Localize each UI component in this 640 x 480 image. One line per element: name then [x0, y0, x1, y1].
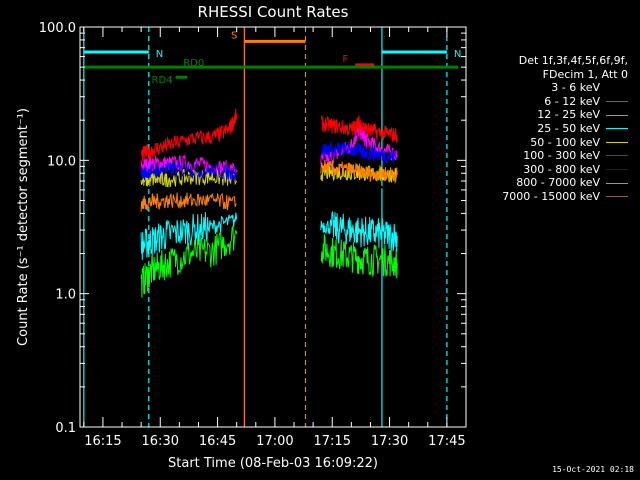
legend-swatch — [606, 155, 628, 157]
legend-entry-label: 25 - 50 keV — [537, 121, 600, 135]
y-axis-label: Count Rate (s⁻¹ detector segment⁻¹) — [16, 108, 31, 346]
legend-entry: 50 - 100 keV — [472, 136, 632, 150]
legend-entry: 25 - 50 keV — [472, 122, 632, 136]
series-line — [140, 108, 237, 162]
legend-entry: 3 - 6 keV — [472, 81, 632, 95]
series-line — [140, 212, 238, 260]
marker-label: S — [231, 30, 237, 41]
legend-entry-label: 7000 - 15000 keV — [502, 189, 600, 203]
marker-label: N — [156, 49, 163, 60]
y-tick-label: 1.0 — [55, 288, 76, 303]
legend-entry-label: 800 - 7000 keV — [516, 176, 600, 190]
marker-label: RD0 — [183, 58, 204, 69]
legend-entry-label: 100 - 300 keV — [523, 149, 600, 163]
legend-entries: 3 - 6 keV 6 - 12 keV 12 - 25 keV 25 - 50 ke… — [472, 81, 632, 203]
series-line — [320, 178, 398, 199]
marker-label: N — [454, 49, 461, 60]
x-tick-label: 17:30 — [371, 434, 408, 449]
legend-swatch — [606, 101, 628, 103]
x-axis-label: Start Time (08-Feb-03 16:09:22) — [168, 456, 378, 471]
x-tick-label: 17:00 — [256, 434, 293, 449]
series-line — [140, 192, 237, 212]
legend-entry: 6 - 12 keV — [472, 95, 632, 109]
legend-swatch — [606, 169, 628, 171]
series-line — [140, 169, 238, 188]
y-tick-label: 10.0 — [47, 154, 76, 169]
y-tick-label: 100.0 — [39, 21, 76, 36]
series-line — [320, 141, 398, 165]
legend-entry: 7000 - 15000 keV — [472, 190, 632, 204]
marker-label: F — [342, 54, 348, 65]
x-tick-label: 16:30 — [142, 434, 179, 449]
x-tick-label: 16:45 — [199, 434, 236, 449]
x-tick-label: 17:15 — [314, 434, 351, 449]
series-line — [140, 161, 238, 181]
series-line — [140, 225, 238, 298]
legend-swatch — [606, 141, 628, 143]
series-line — [320, 234, 398, 279]
x-tick-label: 17:45 — [428, 434, 465, 449]
legend-header-line-1: Det 1f,3f,4f,5f,6f,9f, — [518, 54, 628, 67]
x-tick-label: 16:15 — [84, 434, 121, 449]
y-tick-label: 0.1 — [55, 421, 76, 436]
series-line — [320, 210, 398, 252]
chart-title: RHESSI Count Rates — [198, 3, 349, 21]
plot-frame — [79, 26, 467, 428]
footer-timestamp: 15-Oct-2021 02:18 — [552, 465, 634, 474]
marker-label: RD4 — [152, 75, 173, 86]
legend-swatch — [606, 114, 628, 116]
legend-entry-label: 50 - 100 keV — [530, 135, 600, 149]
series-line — [320, 115, 398, 143]
axes-layer: 16:15 16:30 16:45 17:00 17:15 17:30 17:45 0.1 1.… — [39, 21, 467, 449]
legend-swatch — [606, 87, 628, 89]
legend-entry: 100 - 300 keV — [472, 149, 632, 163]
legend-swatch — [606, 182, 628, 184]
legend-entry-label: 6 - 12 keV — [544, 94, 600, 108]
legend-entry: 12 - 25 keV — [472, 108, 632, 122]
legend-entry-label: 12 - 25 keV — [537, 108, 600, 122]
legend-entry-label: 300 - 800 keV — [523, 162, 600, 176]
legend-entry: 300 - 800 keV — [472, 163, 632, 177]
series-line — [320, 159, 398, 184]
legend-swatch — [606, 128, 628, 130]
marker-layer: N N S F RD4 RD0 — [83, 27, 461, 427]
legend-entry: 800 - 7000 keV — [472, 176, 632, 190]
legend: Det 1f,3f,4f,5f,6f,9f, FDecim 1, Att 0 3… — [472, 54, 632, 204]
series-layer — [140, 108, 398, 298]
legend-header-line-2: FDecim 1, Att 0 — [542, 67, 628, 81]
legend-entry-label: 3 - 6 keV — [551, 81, 600, 95]
legend-swatch — [606, 196, 628, 198]
